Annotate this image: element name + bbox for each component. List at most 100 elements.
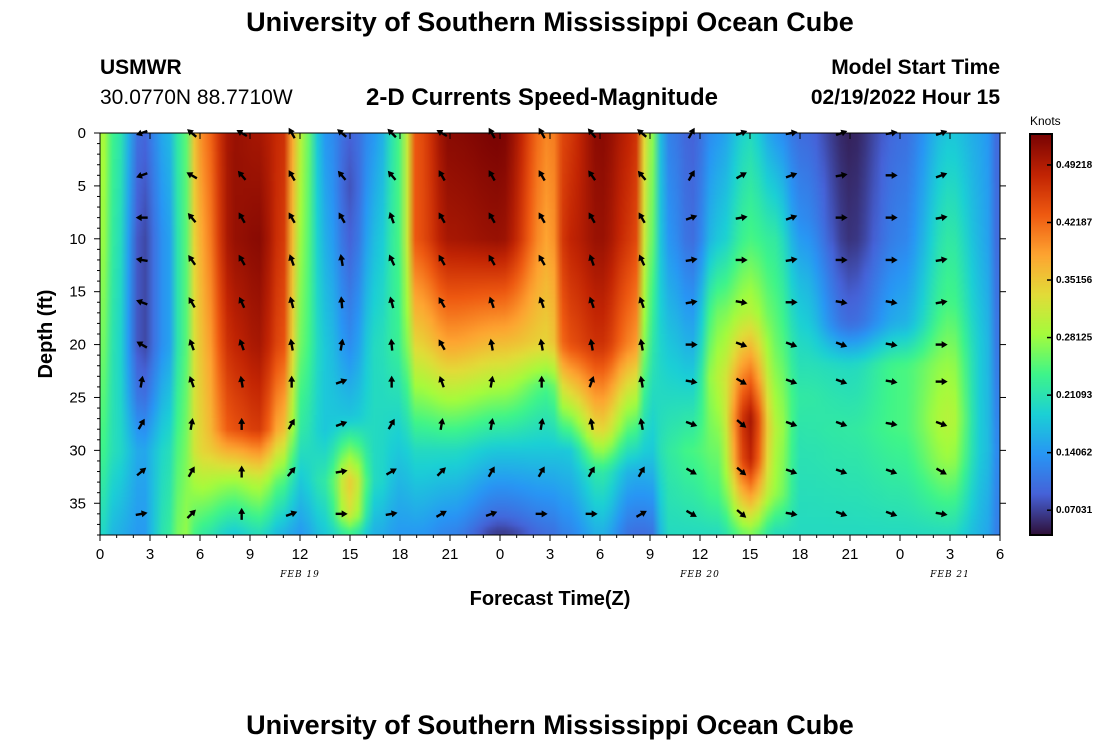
vector-head: [538, 418, 546, 425]
vector-head: [841, 256, 848, 264]
vector-head: [691, 341, 698, 349]
vector-head: [790, 420, 798, 428]
current-vector: [238, 507, 246, 520]
vector-head: [388, 211, 395, 219]
x-tick-label: 21: [842, 546, 859, 563]
x-tick-label: 12: [292, 546, 309, 563]
current-vector: [587, 128, 597, 139]
current-vector: [285, 510, 298, 518]
vector-head: [638, 212, 645, 220]
current-vector: [238, 465, 246, 478]
current-vector: [638, 338, 646, 351]
vector-head: [488, 338, 496, 346]
y-tick-label: 25: [69, 389, 86, 406]
vector-head: [790, 341, 798, 348]
current-vector: [835, 256, 848, 264]
vector-head: [438, 297, 445, 305]
y-tick-label: 0: [78, 125, 86, 142]
vector-head: [588, 466, 595, 474]
vector-head: [187, 129, 194, 136]
current-vector: [286, 466, 296, 477]
vector-head: [638, 254, 645, 262]
current-vector: [435, 510, 447, 518]
vector-head: [637, 129, 644, 136]
current-vector: [388, 338, 396, 351]
model-start-value: 02/19/2022 Hour 15: [810, 86, 1000, 109]
current-vector: [238, 212, 246, 224]
vector-head: [587, 128, 595, 136]
vector-head: [439, 467, 446, 475]
vector-head: [238, 507, 246, 514]
current-vector: [538, 418, 546, 431]
vector-head: [739, 511, 747, 518]
colorbar-tick-label: 0.49218: [1056, 160, 1093, 171]
vector-head: [238, 465, 246, 472]
x-tick-label: 12: [692, 546, 709, 563]
current-vector: [288, 296, 296, 309]
vector-head: [340, 420, 348, 428]
vector-head: [690, 420, 698, 428]
current-vector: [685, 420, 698, 428]
current-vector: [835, 510, 848, 518]
x-tick-label: 18: [792, 546, 809, 563]
vector-head: [388, 296, 396, 304]
y-tick-label: 15: [69, 284, 86, 301]
vector-head: [341, 468, 348, 475]
current-vector: [538, 254, 546, 266]
date-label: FEB 19: [279, 570, 320, 580]
vector-head: [139, 467, 147, 475]
vector-head: [188, 466, 195, 474]
current-vector: [885, 510, 898, 518]
vector-head: [341, 510, 348, 518]
current-vector: [187, 213, 197, 223]
vector-head: [490, 510, 498, 518]
vector-head: [288, 170, 295, 178]
vector-head: [136, 298, 143, 306]
current-vector: [335, 378, 348, 385]
vector-head: [939, 468, 947, 475]
vector-head: [941, 341, 948, 349]
current-vector: [288, 170, 296, 182]
vector-head: [238, 254, 245, 262]
vector-head: [288, 418, 295, 426]
vector-head: [288, 296, 296, 304]
vector-head: [941, 298, 948, 306]
vector-head: [689, 510, 697, 517]
current-vector: [438, 254, 446, 266]
vector-head: [438, 212, 445, 220]
vector-head: [638, 338, 646, 346]
vector-head: [941, 378, 948, 386]
x-tick-label: 0: [896, 546, 904, 563]
vector-head: [691, 298, 698, 306]
vector-head: [538, 375, 546, 382]
current-vector: [785, 172, 798, 179]
current-vector: [538, 296, 545, 309]
current-vector: [485, 510, 498, 518]
current-vector: [287, 418, 295, 430]
x-tick-label: 9: [646, 546, 654, 563]
current-vector: [238, 417, 246, 430]
current-vector: [835, 378, 848, 385]
current-vector: [187, 466, 195, 478]
vector-head: [337, 170, 345, 178]
current-vector: [588, 254, 595, 266]
current-vector: [186, 172, 198, 180]
vector-head: [288, 254, 295, 262]
current-vector: [835, 171, 848, 179]
current-vector: [385, 468, 397, 476]
current-vector: [438, 297, 446, 309]
x-tick-label: 6: [996, 546, 1004, 563]
vector-head: [739, 172, 747, 179]
vector-head: [288, 212, 295, 220]
vector-head: [840, 468, 848, 475]
current-vector: [638, 418, 646, 431]
vector-head: [588, 296, 595, 304]
vector-head: [741, 256, 748, 264]
vector-head: [288, 338, 296, 346]
current-vector: [138, 375, 146, 388]
current-vector: [438, 170, 446, 182]
current-vector: [735, 341, 748, 348]
colorbar-tick-label: 0.14062: [1056, 448, 1093, 459]
vector-head: [288, 375, 296, 382]
vector-head: [890, 468, 898, 475]
